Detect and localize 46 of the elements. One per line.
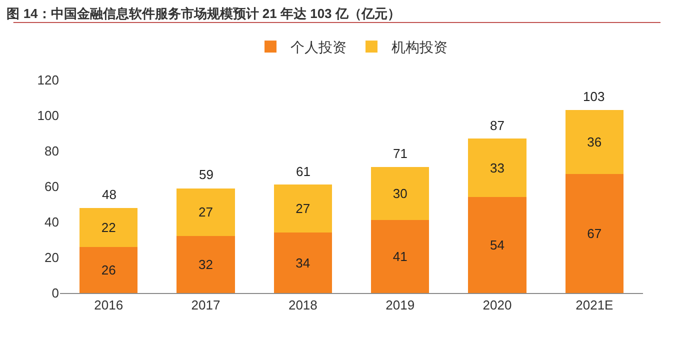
total-label: 71	[393, 146, 408, 161]
data-label: 33	[490, 160, 504, 176]
bar	[565, 174, 624, 293]
total-label: 87	[490, 118, 504, 133]
y-tick-label: 20	[44, 250, 59, 266]
bar	[370, 220, 430, 293]
bar	[274, 232, 332, 293]
data-label: 26	[101, 262, 116, 278]
x-tick-label: 2021E	[576, 298, 614, 313]
data-label: 22	[101, 220, 116, 235]
chart-title: 图 14：中国金融信息软件服务市场规模预计 21 年达 103 亿（亿元）	[6, 6, 400, 21]
data-label: 54	[490, 238, 504, 253]
legend-label: 机构投资	[392, 39, 448, 56]
bar	[468, 138, 526, 198]
data-label: 67	[587, 226, 602, 242]
data-label: 36	[587, 134, 602, 150]
total-label: 103	[583, 89, 605, 104]
y-tick-label: 120	[37, 72, 59, 88]
y-tick-label: 80	[44, 144, 59, 159]
x-tick-label: 2019	[386, 298, 415, 313]
x-tick-label: 2016	[94, 298, 124, 313]
y-tick-label: 60	[44, 179, 59, 194]
y-tick-label: 0	[52, 286, 59, 301]
data-label: 30	[392, 186, 408, 202]
total-label: 61	[296, 164, 310, 179]
x-tick-label: 2017	[191, 298, 220, 313]
total-label: 48	[102, 187, 116, 202]
x-tick-label: 2020	[482, 298, 512, 313]
data-label: 32	[198, 257, 213, 272]
legend-label: 个人投资	[290, 39, 346, 56]
bar	[468, 197, 526, 293]
y-tick-label: 40	[44, 214, 59, 230]
data-label: 41	[392, 249, 408, 264]
bar	[176, 188, 235, 236]
bar	[370, 166, 430, 220]
bar	[176, 236, 235, 293]
total-label: 59	[199, 167, 214, 182]
data-label: 34	[296, 255, 310, 270]
bar	[79, 246, 138, 293]
bar	[565, 110, 624, 174]
x-tick-label: 2018	[288, 298, 318, 313]
data-label: 27	[198, 204, 213, 220]
bar	[274, 184, 332, 233]
bar	[79, 208, 138, 247]
data-label: 27	[296, 201, 310, 216]
y-tick-label: 100	[37, 108, 59, 124]
